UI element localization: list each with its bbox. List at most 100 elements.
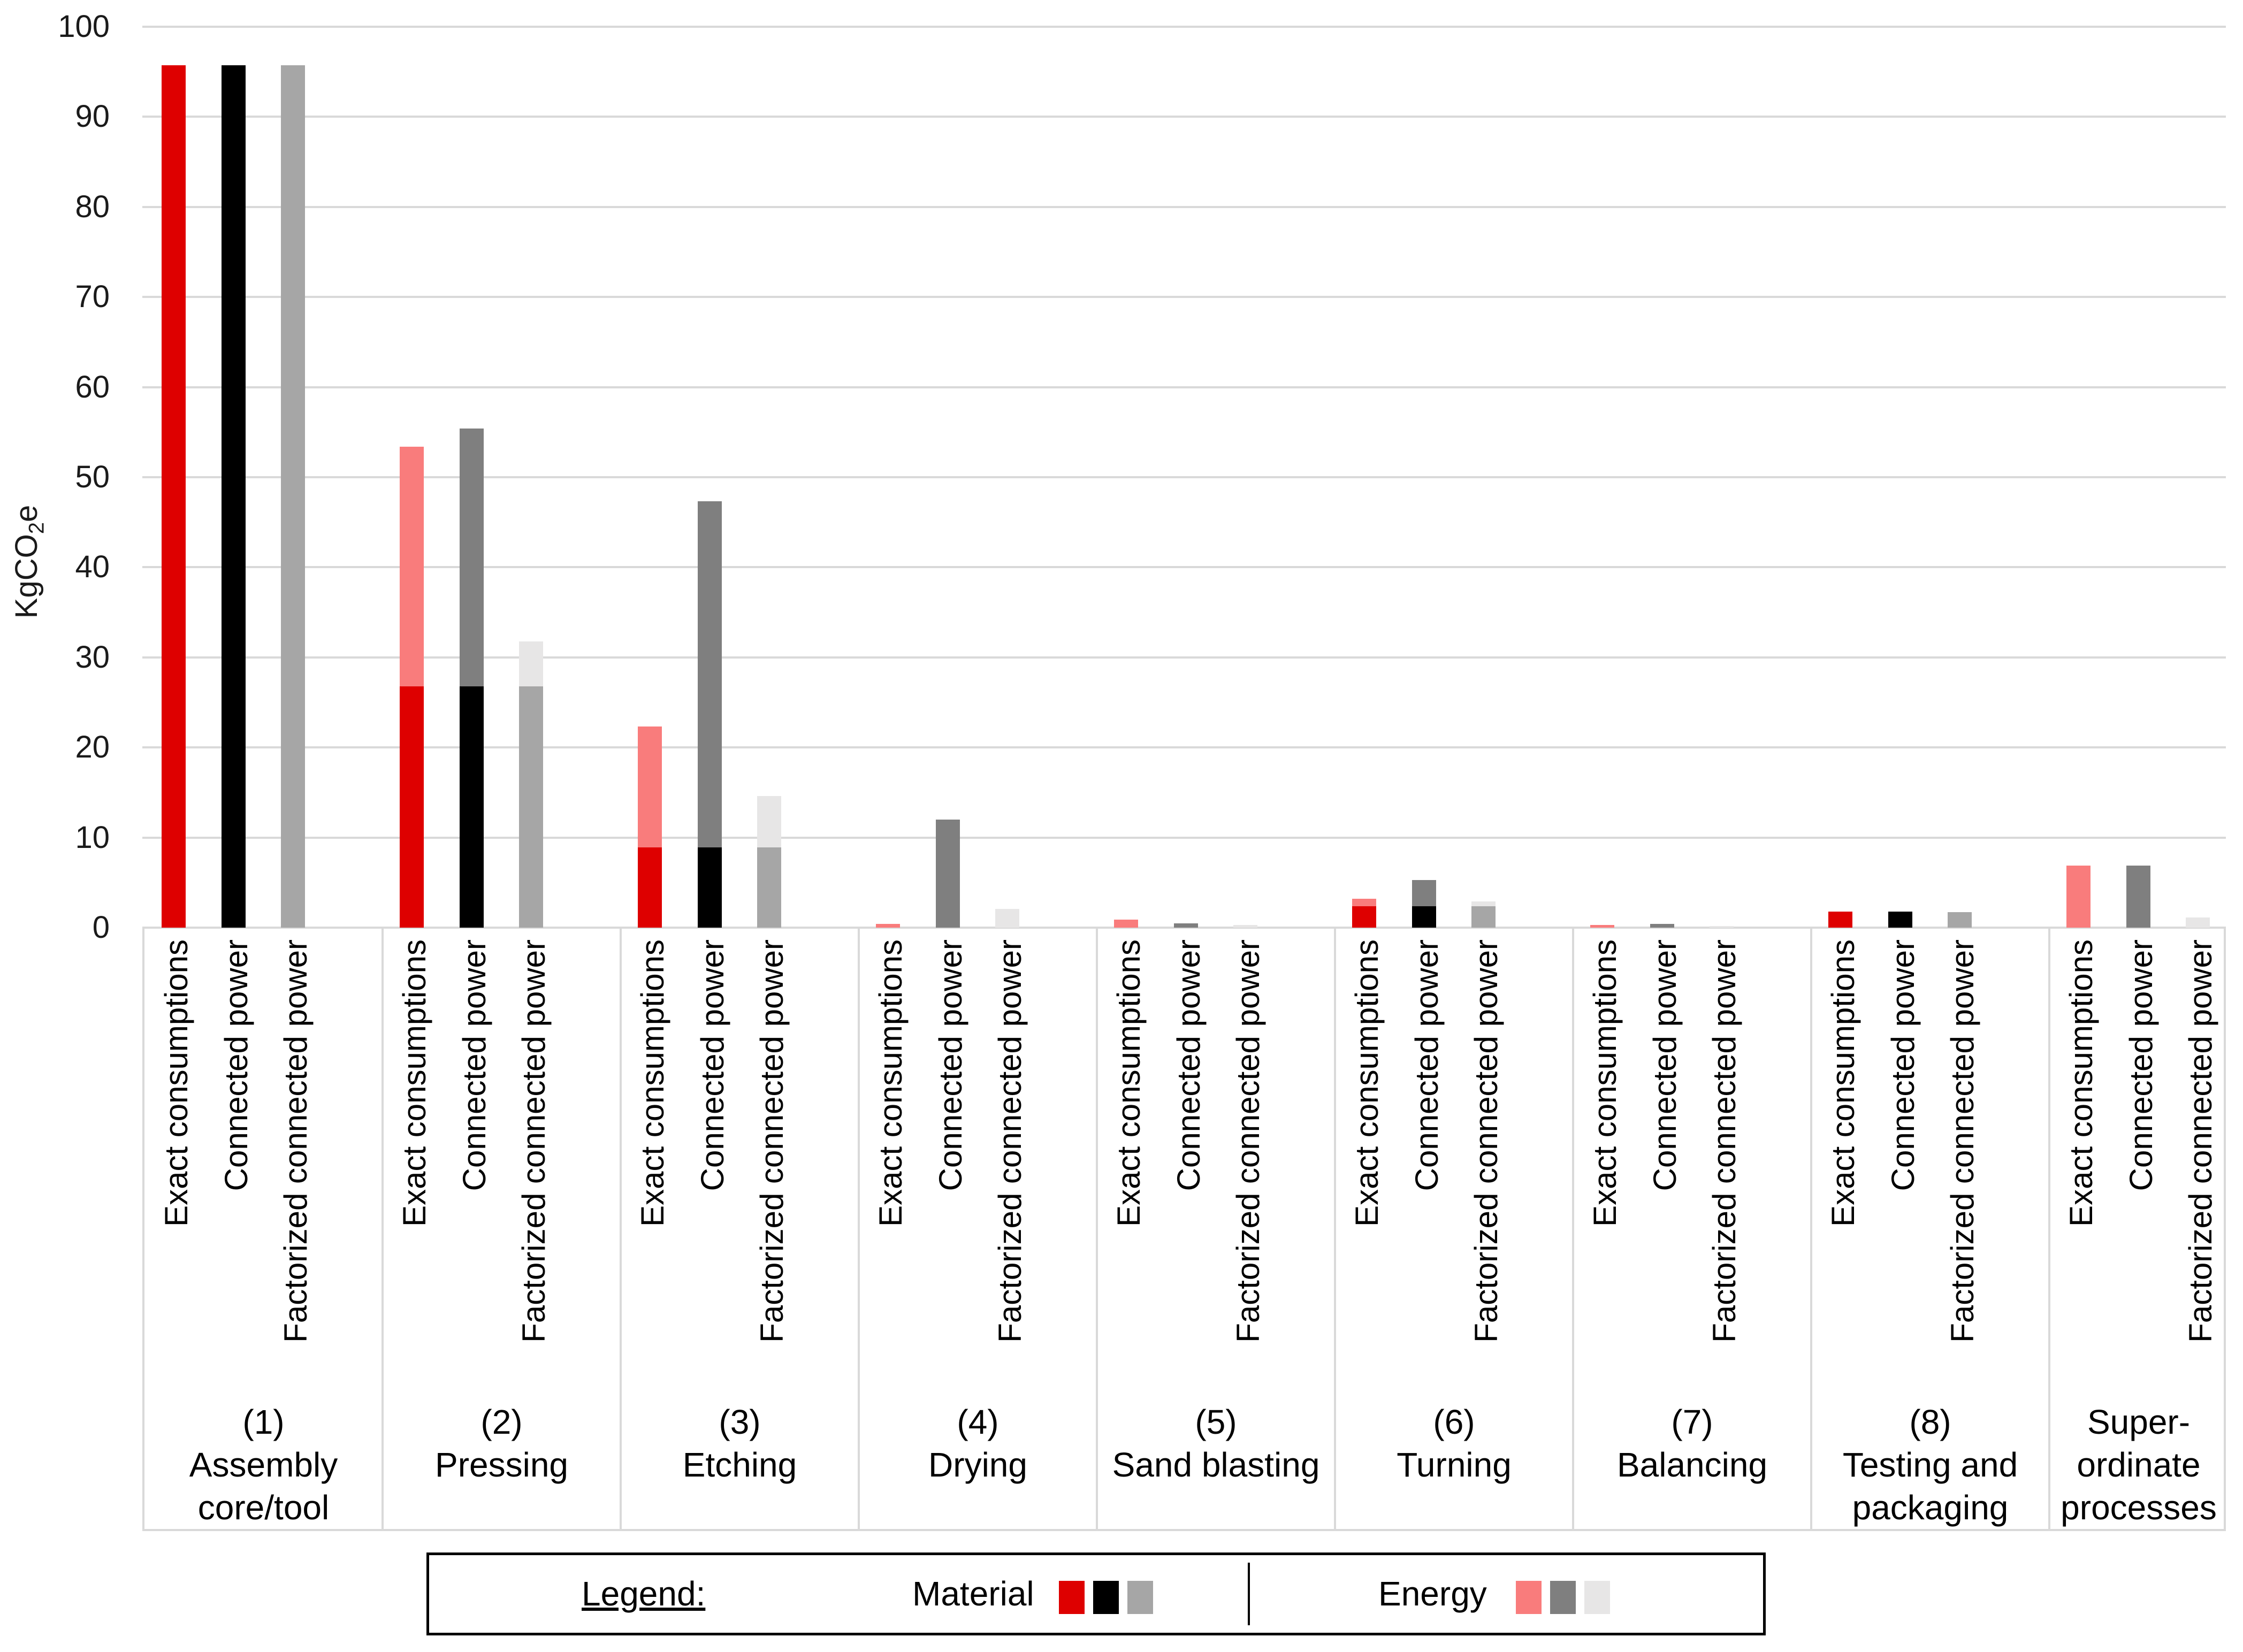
gridline [142,656,2226,659]
group-label-line: Balancing [1616,1446,1768,1484]
group-label-line: core/tool [197,1488,330,1527]
legend-swatch [1516,1581,1542,1614]
bar-column-label: Factorized connected power [2182,939,2218,1343]
y-tick-label: 60 [75,369,110,404]
bar-energy-segment [460,429,484,686]
bar-energy-segment [1352,899,1376,906]
bar-column-label: Exact consumptions [634,939,670,1227]
bar-energy-segment [2126,865,2150,928]
bar-column-label: Exact consumptions [1586,939,1623,1227]
group-label-line: Pressing [435,1446,568,1484]
group-label-line: Turning [1397,1446,1512,1484]
bar-column-label: Exact consumptions [158,939,194,1227]
legend-energy-label: Energy [1378,1574,1487,1613]
bar-column-label: Exact consumptions [1825,939,1861,1227]
bar-material-segment [638,847,662,928]
group-label: (4) Drying [859,1401,1097,1486]
group-label-line: Sand blasting [1112,1446,1320,1484]
bar-energy-segment [638,726,662,848]
bar-energy-segment [2186,917,2210,928]
group-label-line: (8) [1909,1403,1951,1441]
bar-column-label: Factorized connected power [1230,939,1266,1343]
bar-column-label: Connected power [1646,939,1683,1191]
bar-column-label: Factorized connected power [753,939,790,1343]
bar-column-label: Connected power [1885,939,1921,1191]
bar-material-segment [162,65,186,928]
bar-column-label: Connected power [1408,939,1445,1191]
group-label-line: packaging [1852,1488,2009,1527]
legend: Legend: Material Energy [426,1552,1766,1635]
bar-material-segment [1888,911,1912,928]
bar-energy-segment [876,924,900,928]
bar-energy-segment [1710,926,1734,928]
gridline [142,476,2226,478]
group-separator [382,928,384,1529]
legend-swatch [1093,1581,1119,1614]
bar-material-segment [757,847,781,928]
y-tick-label: 50 [75,460,110,494]
group-label: (7) Balancing [1573,1401,1811,1486]
group-separator [1572,928,1574,1529]
bar-column-label: Exact consumptions [872,939,909,1227]
bar-material-segment [1471,906,1496,928]
group-label: (1) Assembly core/tool [144,1401,383,1529]
bar-column-label: Factorized connected power [991,939,1028,1343]
legend-material-label: Material [912,1574,1034,1613]
y-tick-label: 90 [75,99,110,134]
gridline [142,836,2226,839]
bar-column-label: Factorized connected power [1944,939,1980,1343]
gridline [142,205,2226,208]
group-label-line: Assembly [189,1446,338,1484]
gridline [142,566,2226,569]
bar-column-label: Exact consumptions [396,939,432,1227]
bar-column-label: Connected power [932,939,968,1191]
group-label: (2) Pressing [383,1401,621,1486]
bar-energy-segment [1233,924,1257,928]
bar-energy-segment [1412,879,1436,906]
bar-column-label: Exact consumptions [1348,939,1385,1227]
group-label-line: (6) [1433,1403,1475,1441]
bar-column-label: Exact consumptions [1110,939,1147,1227]
bar-energy-segment [698,501,722,848]
plot-area [142,26,2226,929]
bar-column-label: Exact consumptions [2063,939,2099,1227]
bar-material-segment [1412,906,1436,928]
bar-column-label: Connected power [456,939,492,1191]
legend-swatch [1550,1581,1576,1614]
bar-column-label: Factorized connected power [1468,939,1504,1343]
bar-energy-segment [519,641,543,686]
y-tick-label: 80 [75,189,110,224]
group-label-line: (5) [1195,1403,1237,1441]
group-separator [620,928,622,1529]
bar-energy-segment [1114,919,1138,928]
group-separator [858,928,860,1529]
bar-energy-segment [400,446,424,686]
group-label-line: (7) [1671,1403,1713,1441]
gridline [142,746,2226,749]
y-tick-label: 40 [75,549,110,585]
y-axis-title-suffix: e [9,504,44,523]
group-label-line: ordinate [2077,1446,2201,1484]
group-separator [1810,928,1812,1529]
y-axis-title-subscript: 2 [25,522,49,534]
group-label-line: (2) [480,1403,523,1441]
y-tick-label: 100 [58,9,110,44]
bar-column-label: Factorized connected power [515,939,552,1343]
legend-swatch [1584,1581,1610,1614]
group-label: (8) Testing and packaging [1811,1401,2049,1529]
gridline [142,26,2226,28]
y-tick-label: 10 [75,820,110,855]
y-tick-label: 70 [75,279,110,315]
y-tick-label: 30 [75,639,110,675]
group-label: (5) Sand blasting [1097,1401,1335,1486]
legend-swatch [1127,1581,1153,1614]
bar-material-segment [519,686,543,928]
legend-title: Legend: [582,1574,706,1613]
group-label-line: Drying [928,1446,1027,1484]
group-separator [2048,928,2050,1529]
x-axis-line [142,927,2226,929]
gridline [142,386,2226,388]
bar-column-label: Factorized connected power [1706,939,1742,1343]
bar-column-label: Connected power [1170,939,1207,1191]
